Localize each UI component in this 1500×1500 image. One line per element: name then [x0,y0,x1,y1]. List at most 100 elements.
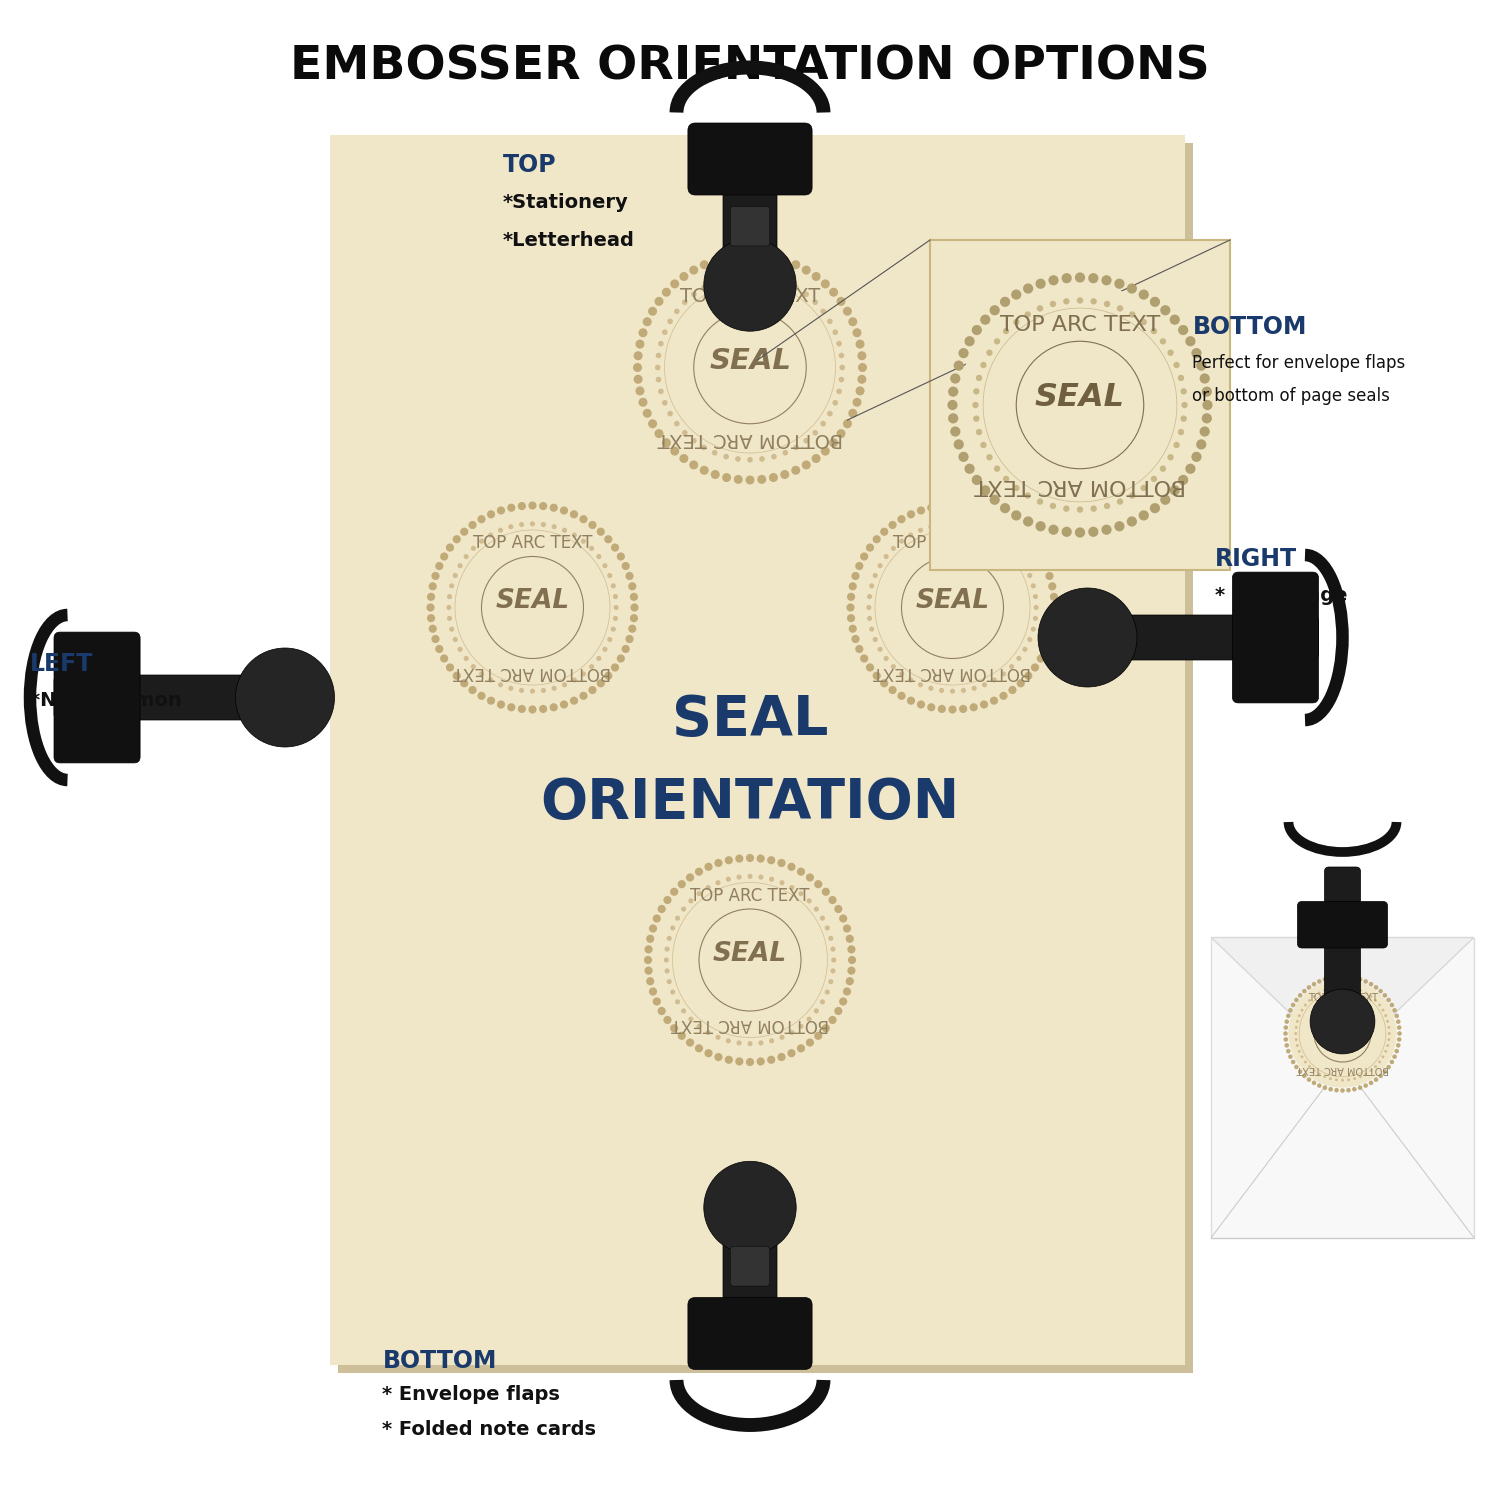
Circle shape [868,627,874,632]
FancyBboxPatch shape [688,1298,812,1370]
Circle shape [478,538,484,543]
Circle shape [1286,1014,1290,1019]
Circle shape [1104,302,1110,307]
Circle shape [668,318,674,324]
Circle shape [770,254,778,262]
Circle shape [460,680,468,687]
Circle shape [831,957,836,963]
Circle shape [1388,1038,1390,1041]
Circle shape [1036,498,1042,506]
Circle shape [724,1056,734,1064]
Circle shape [458,562,462,568]
Circle shape [458,646,462,652]
Circle shape [662,288,670,297]
Circle shape [788,1048,795,1058]
Circle shape [435,510,630,705]
Circle shape [1353,1077,1356,1080]
Circle shape [815,880,822,888]
Circle shape [432,634,439,644]
Text: Perfect for envelope flaps: Perfect for envelope flaps [1192,354,1406,372]
Circle shape [1310,988,1376,1054]
Circle shape [873,536,880,543]
Circle shape [1352,1088,1356,1092]
Circle shape [705,862,712,871]
Circle shape [828,1016,837,1025]
FancyBboxPatch shape [730,1246,770,1286]
Circle shape [652,998,662,1005]
Circle shape [999,514,1008,523]
Circle shape [770,472,778,482]
Circle shape [821,279,830,288]
Circle shape [916,700,926,708]
Circle shape [777,1053,786,1060]
Text: BOTTOM ARC TEXT: BOTTOM ARC TEXT [1296,1065,1389,1074]
Circle shape [873,672,880,680]
Text: * Envelope flaps: * Envelope flaps [382,1386,561,1404]
Circle shape [980,442,987,448]
Circle shape [1050,302,1056,307]
Circle shape [1386,1020,1389,1023]
Circle shape [1050,503,1056,509]
Circle shape [666,936,672,940]
Circle shape [1160,338,1166,345]
Circle shape [801,266,810,274]
Circle shape [1173,362,1180,368]
Circle shape [1023,516,1034,526]
Circle shape [672,882,828,1038]
Circle shape [670,447,680,456]
Circle shape [908,678,914,682]
Circle shape [705,885,711,890]
Circle shape [692,291,696,297]
Circle shape [650,987,657,996]
Circle shape [972,402,978,408]
Text: or bottom of page seals: or bottom of page seals [1192,387,1390,405]
Circle shape [1302,1074,1306,1078]
Circle shape [588,520,597,530]
Circle shape [1064,298,1070,304]
Circle shape [964,464,975,474]
Circle shape [1335,975,1340,980]
Circle shape [1046,572,1053,580]
Circle shape [654,429,663,438]
Circle shape [1114,520,1125,531]
Circle shape [688,266,698,274]
Circle shape [579,692,588,700]
Circle shape [847,966,855,975]
Circle shape [1041,562,1050,570]
Circle shape [855,510,1050,705]
Circle shape [1365,992,1368,994]
Circle shape [1017,554,1022,560]
Circle shape [1286,1048,1290,1053]
Circle shape [1364,1083,1368,1088]
Circle shape [843,924,850,933]
Circle shape [639,398,648,406]
Circle shape [699,466,708,476]
Circle shape [777,859,786,867]
Circle shape [1389,1059,1394,1065]
Circle shape [1034,594,1038,598]
Circle shape [1130,492,1136,498]
Circle shape [1138,510,1149,520]
Circle shape [626,634,633,644]
Circle shape [688,898,693,903]
Circle shape [597,554,602,560]
Circle shape [1046,634,1053,644]
Circle shape [734,251,742,260]
Circle shape [604,536,612,543]
Circle shape [528,705,537,714]
Circle shape [839,998,848,1005]
Text: BOTTOM ARC TEXT: BOTTOM ARC TEXT [670,1016,830,1034]
Circle shape [950,522,956,526]
Circle shape [847,956,856,964]
Circle shape [468,686,477,694]
Circle shape [488,678,494,682]
Circle shape [560,507,568,515]
Circle shape [1023,646,1028,652]
Circle shape [950,426,960,436]
Circle shape [867,594,871,598]
Circle shape [1030,584,1036,588]
Circle shape [464,554,468,560]
Circle shape [453,638,458,642]
Circle shape [1010,546,1014,550]
Circle shape [590,664,594,669]
